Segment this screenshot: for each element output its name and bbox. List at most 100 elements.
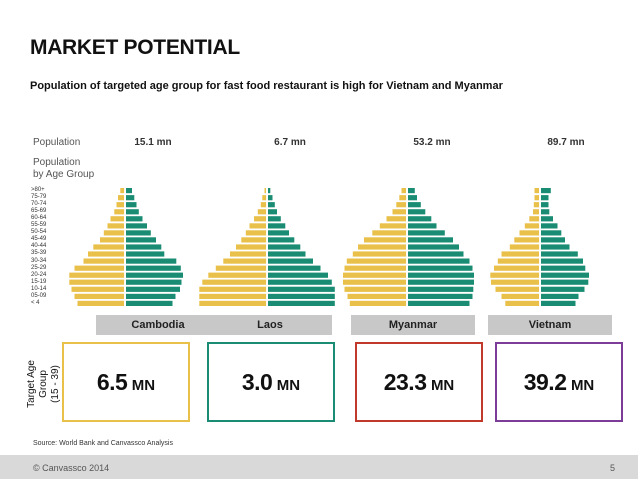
pyramid-bar-female	[408, 202, 421, 208]
country-label-laos: Laos	[208, 315, 332, 335]
population-value-myanmar: 53.2 mn	[413, 137, 451, 148]
pyramid-bar-male	[534, 188, 539, 194]
pyramid-bar-male	[501, 293, 539, 299]
pyramid-bar-female	[268, 230, 289, 236]
pyramid-bar-male	[501, 251, 539, 257]
pyramid-bar-female	[408, 272, 474, 278]
target-box-laos: 3.0 MN	[207, 342, 335, 422]
pyramid-bar-female	[126, 202, 137, 208]
pyramid-bar-male	[262, 195, 267, 201]
pyramid-bar-male	[199, 300, 267, 306]
pyramid-bar-male	[230, 251, 266, 257]
pyramid-bar-male	[358, 244, 406, 250]
pyramid-bar-male	[392, 209, 406, 215]
age-tick-label: 30-34	[31, 257, 47, 264]
pyramid-bar-female	[541, 188, 551, 194]
pyramid-bar-male	[249, 223, 266, 229]
age-tick-label: < 4	[31, 299, 40, 306]
pyramid-bar-female	[408, 244, 459, 250]
country-label-vietnam: Vietnam	[488, 315, 612, 335]
pyramid-bar-female	[268, 300, 335, 306]
age-tick-label: 20-24	[31, 271, 47, 278]
age-tick-label: 75-79	[31, 194, 47, 201]
pyramid-bar-female	[126, 237, 156, 243]
pyramid-bar-male	[118, 195, 124, 201]
pyramid-bar-male	[107, 223, 124, 229]
source-note: Source: World Bank and Canvassco Analysi…	[33, 440, 173, 447]
pyramid-bar-female	[268, 293, 335, 299]
pyramid-bar-female	[126, 223, 147, 229]
pyramid-bar-male	[77, 300, 124, 306]
age-tick-label: 45-49	[31, 236, 47, 243]
age-group-label-text: Population by Age Group	[33, 157, 95, 180]
pyramid-bar-male	[74, 265, 124, 271]
age-tick-label: 40-44	[31, 243, 47, 250]
pyramid-bar-female	[268, 265, 321, 271]
copyright-text: © Canvassco 2014	[33, 463, 110, 473]
pyramid-bar-female	[408, 195, 417, 201]
pyramid-bar-male	[343, 279, 406, 285]
age-tick-label: 15-19	[31, 278, 47, 285]
target-value-myanmar: 23.3	[383, 369, 427, 395]
pyramid-bar-female	[408, 251, 464, 257]
pyramid-bar-male	[344, 286, 406, 292]
pyramid-bar-female	[126, 195, 135, 201]
pyramid-bar-female	[268, 223, 286, 229]
pyramid-bar-female	[408, 237, 453, 243]
age-tick-label: 50-54	[31, 229, 47, 236]
pyramid-bar-female	[541, 265, 586, 271]
pyramid-bar-female	[408, 230, 445, 236]
target-value-laos: 3.0	[241, 369, 273, 395]
pyramid-bar-female	[268, 195, 273, 201]
pyramid-bar-female	[126, 209, 139, 215]
pyramid-bar-female	[268, 251, 306, 257]
pyramid-bar-female	[541, 195, 549, 201]
pyramid-bar-female	[268, 272, 328, 278]
pyramid-bar-male	[110, 216, 124, 222]
pyramid-bar-male	[364, 237, 406, 243]
age-tick-label: 55-59	[31, 222, 47, 229]
pyramid-bar-female	[126, 216, 143, 222]
pyramid-bar-male	[260, 202, 267, 208]
target-box-cambodia: 6.5 MN	[62, 342, 190, 422]
pyramid-bar-male	[347, 293, 406, 299]
pyramid-bar-female	[408, 209, 426, 215]
pyramid-bar-male	[349, 300, 407, 306]
age-tick-label: 70-74	[31, 201, 47, 208]
population-value-cambodia: 15.1 mn	[134, 137, 172, 148]
pyramid-bar-male	[524, 223, 540, 229]
pyramid-bar-male	[533, 202, 540, 208]
pyramid-bar-female	[541, 244, 570, 250]
pyramid-bar-male	[114, 209, 125, 215]
pyramid-bar-male	[241, 237, 267, 243]
target-unit-vietnam: MN	[570, 377, 595, 394]
pyramid-bar-female	[541, 230, 562, 236]
pyramid-bar-male	[245, 230, 267, 236]
pyramid-bar-male	[379, 223, 407, 229]
pyramid-bar-male	[215, 265, 267, 271]
footer-bar	[0, 455, 638, 479]
pyramid-bar-female	[541, 202, 549, 208]
pyramid-bar-female	[126, 300, 173, 306]
target-unit-laos: MN	[276, 377, 301, 394]
pyramid-bar-male	[396, 202, 407, 208]
pyramid-bar-male	[401, 188, 406, 194]
pyramid-bar-female	[126, 286, 180, 292]
pyramid-bar-male	[386, 216, 406, 222]
pyramid-bar-female	[541, 237, 565, 243]
pyramid-bar-female	[408, 293, 473, 299]
age-tick-label: 10-14	[31, 285, 47, 292]
pyramid-bar-female	[541, 251, 578, 257]
target-age-group-text: Target Age Group (15 - 39)	[26, 360, 61, 408]
age-tick-label: 25-29	[31, 264, 47, 271]
pyramid-bar-male	[208, 272, 267, 278]
pyramid-bar-female	[408, 300, 470, 306]
pyramid-bar-male	[83, 258, 124, 264]
population-value-laos: 6.7 mn	[274, 137, 306, 148]
pyramid-bar-male	[199, 293, 267, 299]
pyramid-bar-male	[344, 265, 406, 271]
pyramid-bar-male	[514, 237, 540, 243]
pyramid-bar-male	[120, 188, 125, 194]
pyramid-bar-male	[533, 209, 539, 215]
